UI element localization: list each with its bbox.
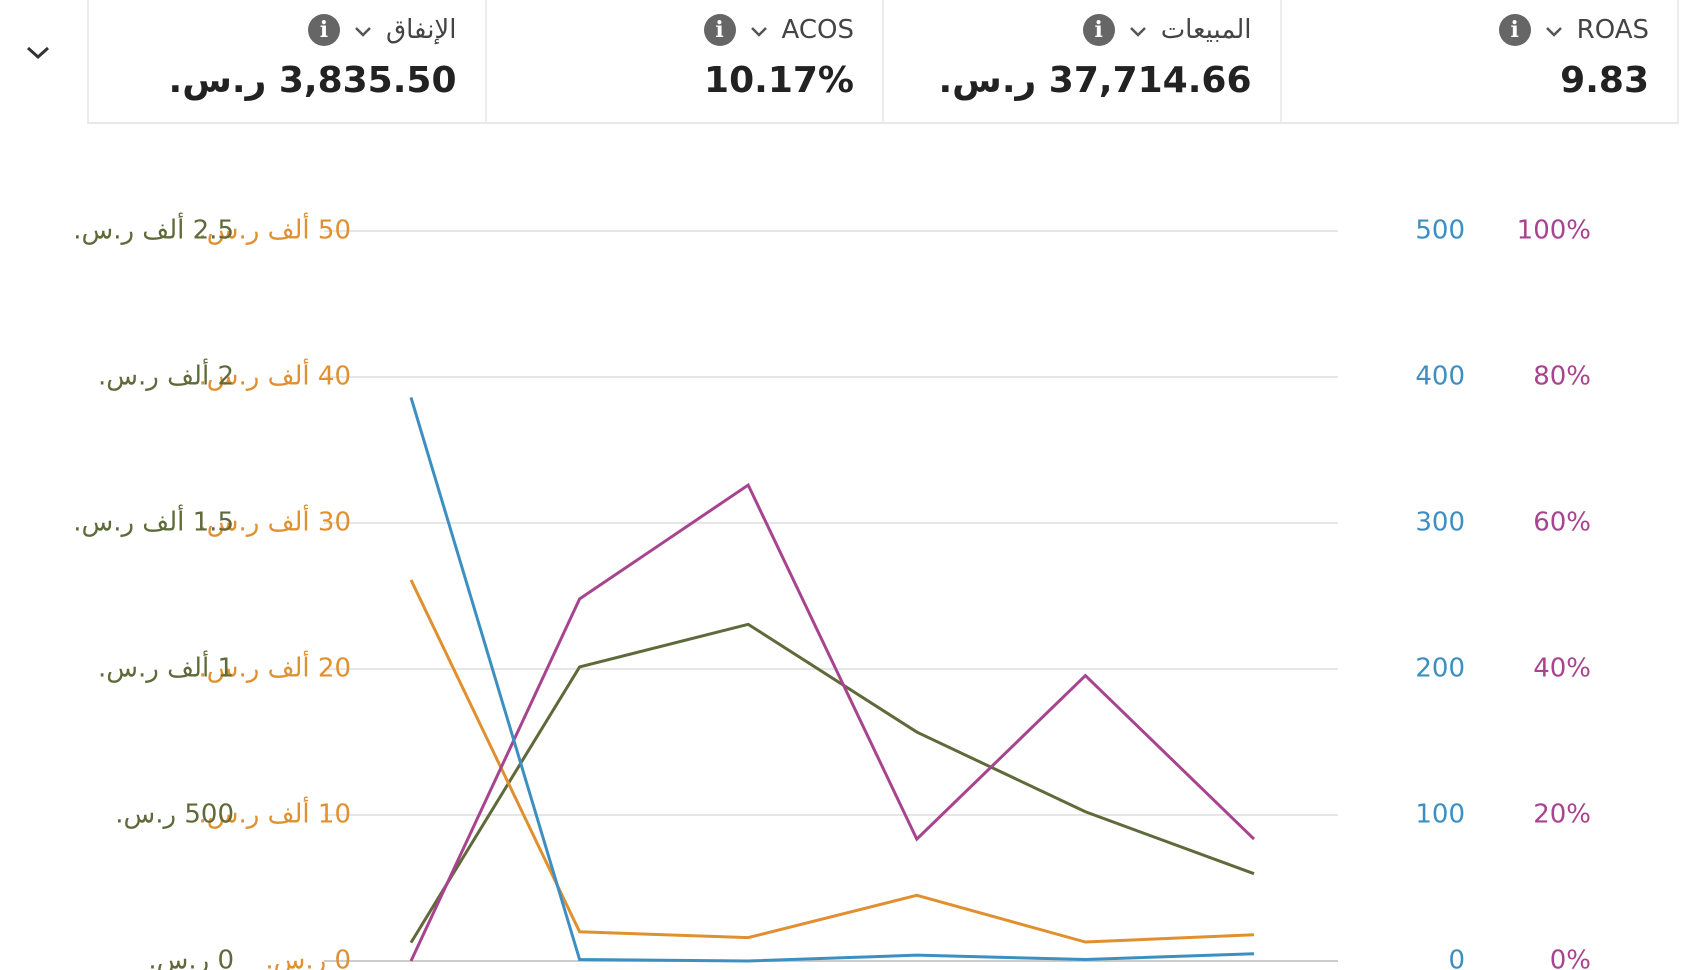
metric-name: ROAS [1576, 15, 1649, 45]
series-line [409, 622, 1255, 944]
y-tick-label: 60% [1533, 508, 1591, 538]
info-icon[interactable]: i [1082, 14, 1115, 46]
y-tick-label: 400 [1415, 362, 1465, 392]
y-tick-label: 2.5 ألف ر.س. [73, 212, 234, 246]
y-tick-label: 10 ألف ر.س. [198, 796, 351, 830]
series-line [409, 482, 1256, 962]
y-tick-label: 500 [1415, 216, 1465, 246]
y-tick-label: 2 ألف ر.س. [98, 358, 234, 392]
info-icon[interactable]: i [307, 14, 340, 46]
y-tick-label: 20 ألف ر.س. [198, 650, 351, 684]
metric-card[interactable]: الإنفاق i 3,835.50 ر.س. [87, 0, 485, 122]
y-tick-label: 20% [1533, 800, 1591, 830]
y-tick-label: 100 [1415, 800, 1465, 830]
metric-value: 10.17% [704, 60, 854, 101]
y-tick-label: 0 [1448, 946, 1465, 970]
collapse-toggle[interactable] [0, 0, 60, 100]
info-icon[interactable]: i [703, 14, 736, 46]
metric-cards: ROAS i 9.83 المبيعات i 37,714.66 ر.س. ACOS i 10.… [87, 0, 1679, 124]
y-tick-label: 40% [1533, 654, 1591, 684]
y-tick-label: 200 [1415, 654, 1465, 684]
y-tick-label: 300 [1415, 508, 1465, 538]
metric-name: ACOS [781, 15, 854, 45]
y-tick-label: 80% [1533, 362, 1591, 392]
y-tick-label: 0 ر.س. [148, 946, 234, 970]
y-tick-label: 500 ر.س. [115, 800, 234, 830]
metric-dropdown[interactable] [750, 15, 768, 45]
metric-dropdown[interactable] [1129, 15, 1147, 45]
metric-card[interactable]: ACOS i 10.17% [484, 0, 883, 122]
metric-name: الإنفاق [385, 15, 457, 45]
metric-value: 37,714.66 ر.س. [938, 60, 1252, 101]
metric-header: ACOS i [507, 8, 854, 52]
y-tick-label: 30 ألف ر.س. [198, 504, 351, 538]
y-tick-label: 50 ألف ر.س. [198, 212, 351, 246]
metric-name: المبيعات [1160, 15, 1252, 45]
info-icon[interactable]: i [1498, 14, 1531, 46]
y-tick-label: 40 ألف ر.س. [198, 358, 351, 392]
metric-value: 3,835.50 ر.س. [168, 60, 457, 101]
metric-header: ROAS i [1302, 8, 1649, 52]
metric-card[interactable]: ROAS i 9.83 [1279, 0, 1679, 122]
series-line [409, 397, 1255, 963]
metric-header: المبيعات i [904, 8, 1252, 52]
metric-card[interactable]: المبيعات i 37,714.66 ر.س. [882, 0, 1280, 122]
y-tick-label: 1 ألف ر.س. [98, 650, 234, 684]
y-tick-label: 0 ر.س. [265, 946, 351, 970]
y-tick-label: 100% [1517, 216, 1591, 246]
metric-dropdown[interactable] [1545, 15, 1563, 45]
metric-value: 9.83 [1560, 60, 1649, 101]
metric-dropdown[interactable] [354, 15, 372, 45]
y-tick-label: 0% [1550, 946, 1591, 970]
series-line [409, 579, 1255, 944]
metric-header: الإنفاق i [109, 8, 457, 52]
y-tick-label: 1.5 ألف ر.س. [73, 504, 234, 538]
